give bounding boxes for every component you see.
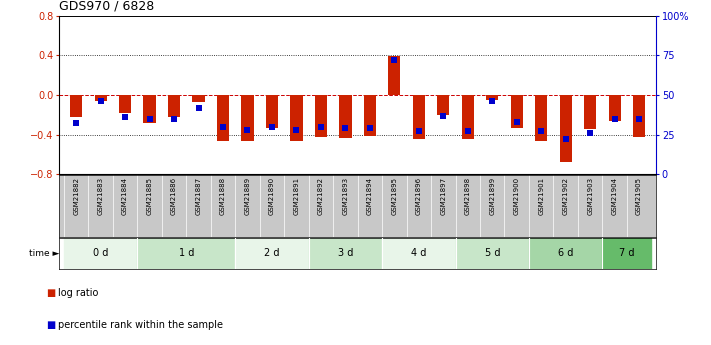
Point (218, 124, 229, 129)
Bar (217, 95, 229, 140)
Text: log ratio: log ratio (58, 288, 99, 298)
Point (364, 126, 375, 131)
Text: GSM21886: GSM21886 (171, 177, 177, 215)
Text: 0 d: 0 d (93, 248, 108, 258)
Bar (235, 238, 309, 269)
Text: 5 d: 5 d (484, 248, 500, 258)
Text: GSM21885: GSM21885 (146, 177, 153, 215)
Text: GSM21895: GSM21895 (391, 177, 397, 215)
Point (193, 105, 204, 110)
Bar (290, 95, 303, 141)
Text: 7 d: 7 d (619, 248, 635, 258)
Bar (560, 95, 572, 162)
Point (340, 126, 351, 131)
Bar (144, 95, 156, 123)
Text: 4 d: 4 d (411, 248, 427, 258)
Text: GSM21892: GSM21892 (318, 177, 324, 215)
Bar (266, 95, 278, 128)
Text: GSM21905: GSM21905 (636, 177, 642, 215)
Point (486, 98, 498, 104)
Text: GSM21890: GSM21890 (269, 177, 275, 215)
Text: 2 d: 2 d (264, 248, 279, 258)
Text: 6 d: 6 d (558, 248, 573, 258)
Bar (70, 95, 82, 117)
Text: ■: ■ (46, 288, 55, 298)
Point (95, 98, 107, 104)
Text: ■: ■ (46, 319, 55, 329)
Bar (633, 95, 646, 137)
Point (267, 124, 278, 129)
Bar (388, 56, 400, 95)
Bar (339, 95, 351, 138)
Text: time ►: time ► (28, 249, 59, 258)
Bar (119, 95, 132, 113)
Text: 1 d: 1 d (178, 248, 194, 258)
Bar (535, 95, 547, 141)
Text: GSM21903: GSM21903 (587, 177, 593, 215)
Text: GSM21899: GSM21899 (489, 177, 496, 215)
Point (413, 129, 424, 134)
Text: GSM21887: GSM21887 (196, 177, 201, 215)
Bar (456, 238, 529, 269)
Bar (95, 95, 107, 101)
Point (169, 116, 180, 121)
Text: GSM21882: GSM21882 (73, 177, 79, 215)
Bar (529, 238, 602, 269)
Bar (602, 238, 651, 269)
Bar (510, 95, 523, 128)
Point (389, 57, 400, 63)
Point (242, 127, 253, 132)
Bar (364, 95, 376, 136)
Text: GSM21900: GSM21900 (514, 177, 520, 215)
Bar (584, 95, 597, 129)
Bar (315, 95, 327, 137)
Point (437, 113, 449, 118)
Text: GSM21897: GSM21897 (440, 177, 447, 215)
Bar (609, 95, 621, 121)
Bar (168, 95, 180, 117)
Bar (64, 238, 137, 269)
Bar (486, 95, 498, 100)
Point (462, 129, 474, 134)
Point (535, 129, 547, 134)
Text: GSM21891: GSM21891 (294, 177, 299, 215)
Text: GSM21904: GSM21904 (611, 177, 618, 215)
Bar (193, 95, 205, 102)
Bar (412, 95, 425, 139)
Bar (309, 238, 382, 269)
Text: GSM21893: GSM21893 (343, 177, 348, 215)
Bar (437, 95, 449, 115)
Point (511, 119, 523, 125)
Bar (137, 238, 235, 269)
Point (144, 116, 155, 121)
Point (70, 121, 82, 126)
Text: GSM21889: GSM21889 (245, 177, 250, 215)
Text: GDS970 / 6828: GDS970 / 6828 (59, 0, 154, 12)
Point (315, 124, 326, 129)
Point (634, 116, 645, 121)
Text: GSM21884: GSM21884 (122, 177, 128, 215)
Point (291, 127, 302, 132)
Bar (461, 95, 474, 139)
Text: percentile rank within the sample: percentile rank within the sample (58, 319, 223, 329)
Point (560, 137, 572, 142)
Text: GSM21896: GSM21896 (416, 177, 422, 215)
Point (584, 130, 596, 136)
Bar (382, 238, 456, 269)
Text: GSM21883: GSM21883 (97, 177, 104, 215)
Text: GSM21901: GSM21901 (538, 177, 544, 215)
Text: GSM21894: GSM21894 (367, 177, 373, 215)
Text: GSM21898: GSM21898 (465, 177, 471, 215)
Text: 3 d: 3 d (338, 248, 353, 258)
Point (119, 114, 131, 120)
Point (609, 116, 620, 121)
Text: GSM21888: GSM21888 (220, 177, 226, 215)
Text: GSM21902: GSM21902 (562, 177, 569, 215)
Bar (241, 95, 254, 140)
